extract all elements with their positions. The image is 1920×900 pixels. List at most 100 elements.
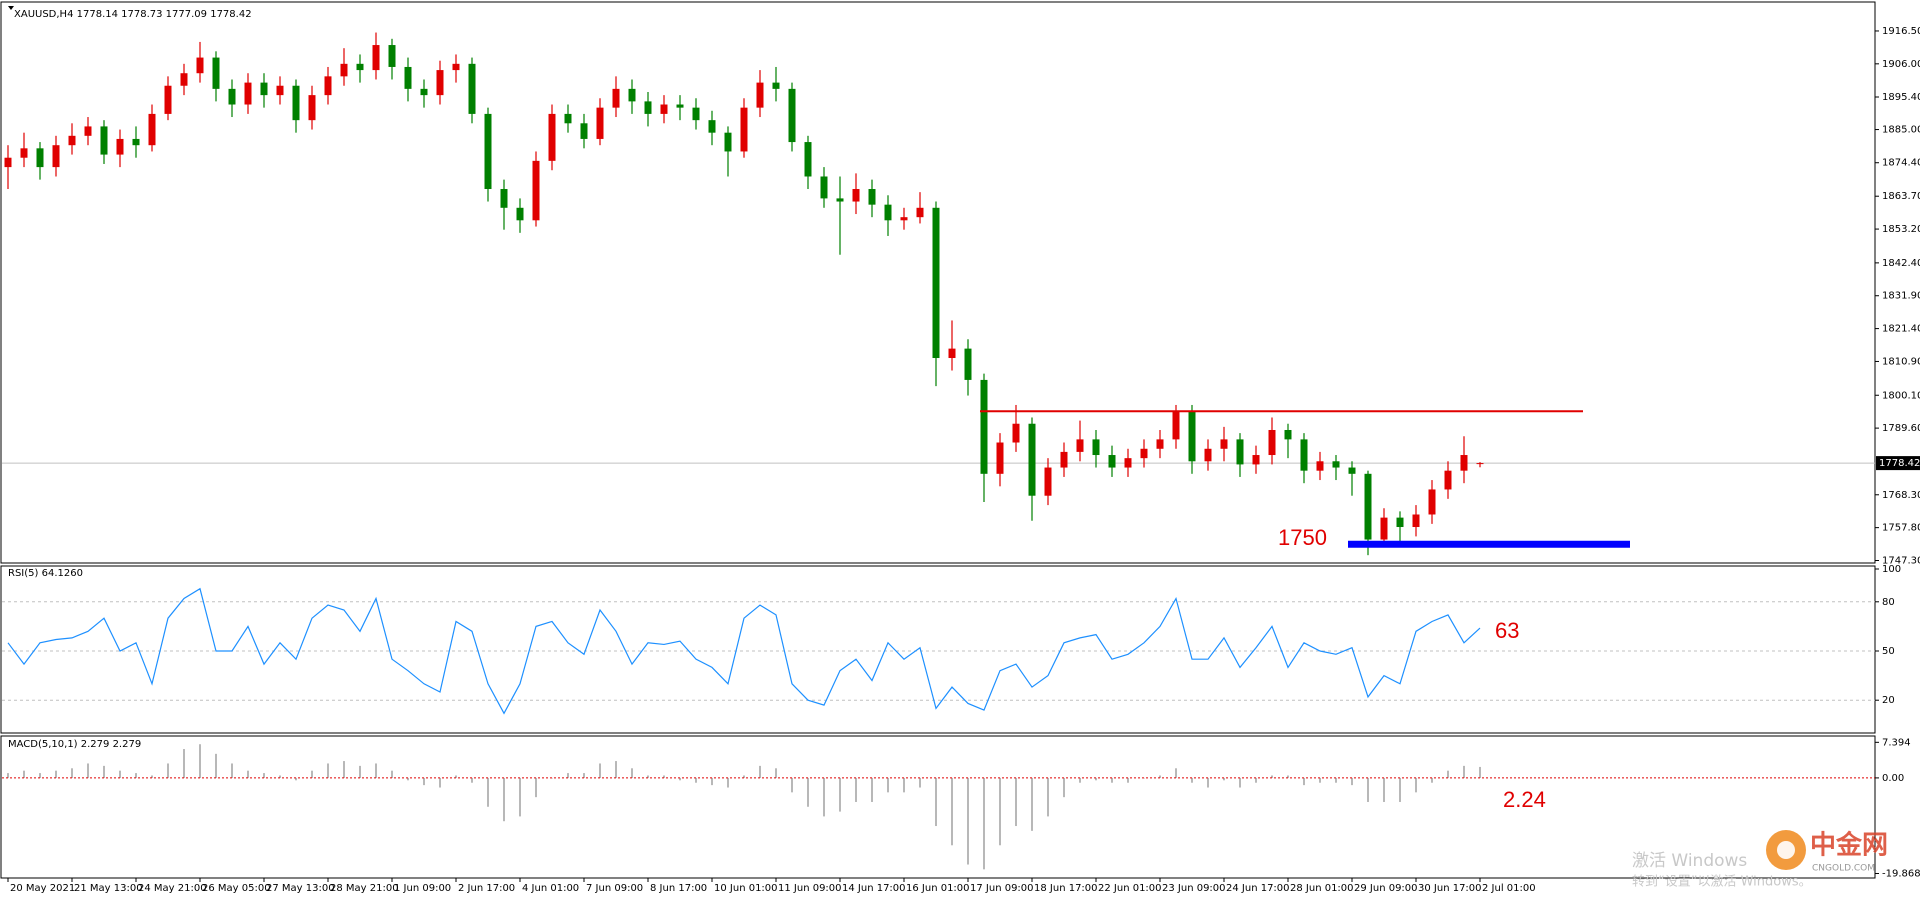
candle-body xyxy=(260,82,268,96)
macd-bar xyxy=(1239,777,1241,788)
macd-bar xyxy=(279,775,281,778)
panel-frame xyxy=(0,565,1876,734)
candle-body xyxy=(596,107,604,139)
macd-bar xyxy=(1431,777,1433,783)
macd-bar xyxy=(1383,777,1385,802)
candle-body xyxy=(1204,448,1212,462)
candle-body xyxy=(676,104,684,108)
candle-body xyxy=(468,63,476,114)
macd-bar xyxy=(567,773,569,778)
macd-bar xyxy=(855,777,857,802)
macd-bar xyxy=(839,777,841,812)
macd-bar xyxy=(151,775,153,778)
candle-body xyxy=(164,85,172,114)
x-tick-label: 2 Jul 01:00 xyxy=(1482,883,1536,894)
x-tick-label: 4 Jun 01:00 xyxy=(522,883,579,894)
candle-body xyxy=(1220,439,1228,449)
candle-body xyxy=(292,85,300,121)
y-tick-label: 1916.50 xyxy=(1882,26,1920,37)
candle-body xyxy=(132,138,140,146)
macd-bar xyxy=(1079,777,1081,783)
macd-bar xyxy=(295,777,297,781)
macd-bar xyxy=(455,775,457,778)
x-tick-label: 16 Jun 01:00 xyxy=(906,883,970,894)
x-tick-label: 23 Jun 09:00 xyxy=(1162,883,1226,894)
macd-bar xyxy=(87,763,89,778)
macd-bar xyxy=(1111,777,1113,783)
candle-body xyxy=(964,348,972,380)
macd-bar xyxy=(407,777,409,781)
candle-body xyxy=(1140,448,1148,459)
panel-frame xyxy=(0,735,1876,879)
macd-bar xyxy=(247,770,249,778)
candle-body xyxy=(52,145,60,168)
macd-bar xyxy=(439,777,441,788)
macd-bar xyxy=(1367,777,1369,802)
macd-bar xyxy=(935,777,937,827)
macd-bar xyxy=(423,777,425,786)
candle-body xyxy=(708,120,716,133)
x-tick-label: 30 Jun 17:00 xyxy=(1418,883,1482,894)
candle-body xyxy=(1252,455,1260,465)
candle-body xyxy=(756,82,764,108)
x-tick-label: 20 May 2021 xyxy=(10,883,75,894)
y-tick-label: 1842.40 xyxy=(1882,258,1920,269)
macd-bar xyxy=(1415,777,1417,793)
macd-bar xyxy=(711,777,713,786)
candle-body xyxy=(916,207,924,218)
macd-bar xyxy=(1351,777,1353,786)
macd-bar xyxy=(167,763,169,778)
y-tick-label: 50 xyxy=(1882,646,1895,657)
macd-bar xyxy=(1015,777,1017,827)
candle-body xyxy=(404,66,412,89)
candle-body xyxy=(580,123,588,139)
y-tick-label: 20 xyxy=(1882,695,1895,706)
x-tick-label: 11 Jun 09:00 xyxy=(778,883,842,894)
candle-body xyxy=(948,348,956,359)
y-tick-label: 1768.30 xyxy=(1882,490,1920,501)
macd-bar xyxy=(775,768,777,778)
price-tag-label: 1778.42 xyxy=(1879,458,1920,469)
candle-body xyxy=(212,57,220,89)
candle-body xyxy=(1076,439,1084,452)
macd-title: MACD(5,10,1) 2.279 2.279 xyxy=(8,739,141,750)
candle-body xyxy=(196,57,204,74)
candle-body xyxy=(1396,517,1404,528)
macd-bar xyxy=(391,770,393,778)
candle-body xyxy=(1092,439,1100,456)
macd-bar xyxy=(71,768,73,778)
candle-body xyxy=(228,88,236,105)
candle-body xyxy=(1460,455,1468,471)
macd-bar xyxy=(1047,777,1049,817)
candle-body xyxy=(1444,470,1452,490)
y-tick-label: 1863.70 xyxy=(1882,191,1920,202)
x-tick-label: 28 May 21:00 xyxy=(330,883,399,894)
candle-body xyxy=(308,95,316,121)
candle-body xyxy=(628,88,636,102)
candle-body xyxy=(116,138,124,155)
y-tick-label: 0.00 xyxy=(1882,773,1904,784)
macd-bar xyxy=(663,775,665,778)
macd-bar xyxy=(1287,775,1289,778)
rsi-title: RSI(5) 64.1260 xyxy=(8,568,83,579)
candle-body xyxy=(1332,461,1340,468)
menu-arrow[interactable] xyxy=(8,6,14,10)
candle-body xyxy=(532,160,540,221)
x-tick-label: 14 Jun 17:00 xyxy=(842,883,906,894)
macd-bar xyxy=(311,770,313,778)
candle-body xyxy=(980,379,988,474)
candle-body xyxy=(20,148,28,158)
macd-bar xyxy=(1207,777,1209,788)
x-tick-label: 8 Jun 17:00 xyxy=(650,883,707,894)
candle-body xyxy=(804,142,812,177)
candle-body xyxy=(244,82,252,105)
candle-body xyxy=(1012,423,1020,443)
macd-bar xyxy=(1447,770,1449,778)
candle-body xyxy=(612,88,620,108)
candle-body xyxy=(1268,429,1276,456)
candle-body xyxy=(820,176,828,199)
candle-body xyxy=(1172,411,1180,440)
